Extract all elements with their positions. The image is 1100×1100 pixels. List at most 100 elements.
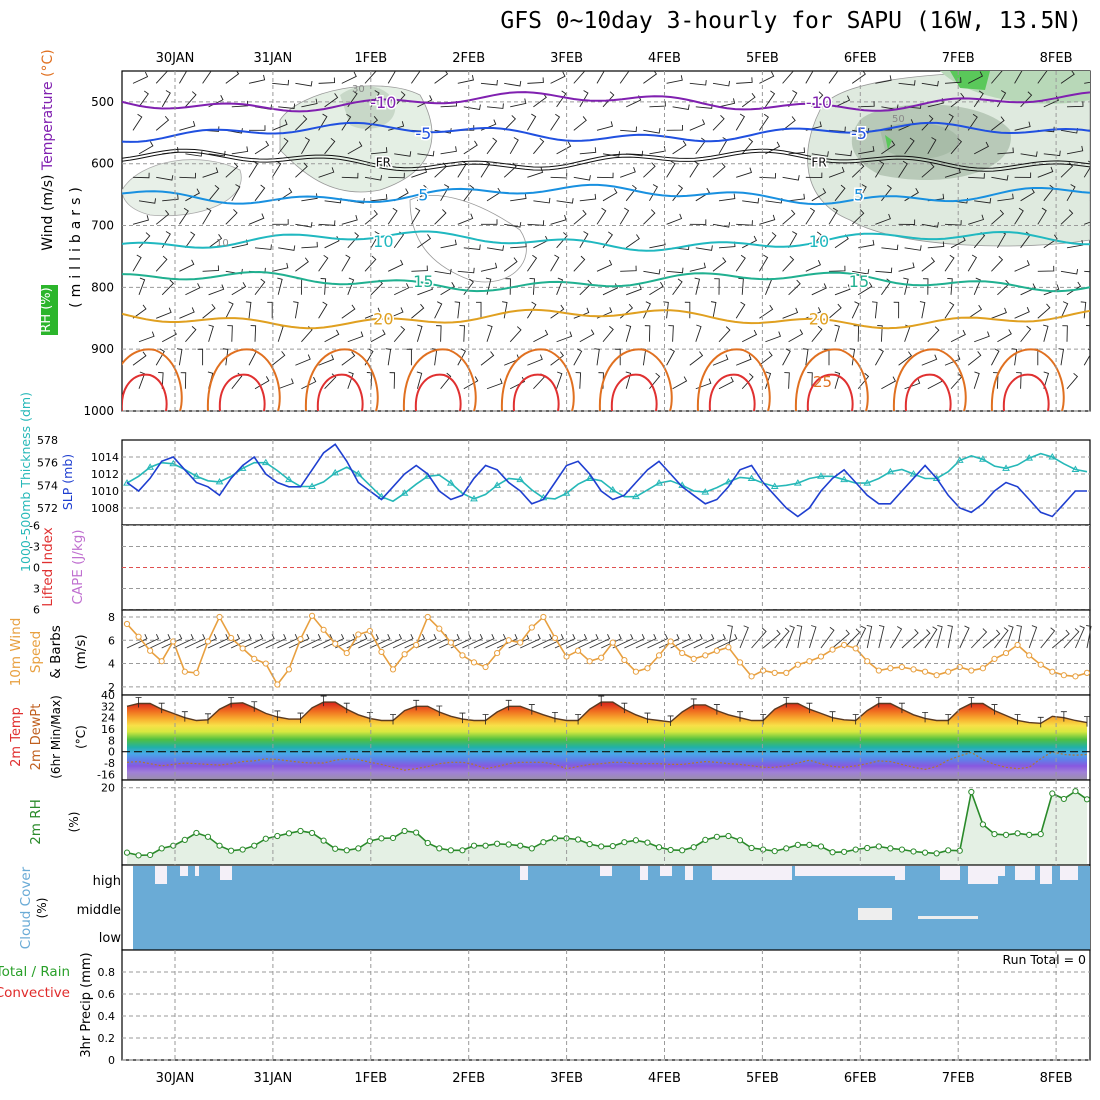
temp-tick: 24 [101, 712, 115, 725]
minmax-bar [1014, 714, 1021, 725]
wind-barb [347, 331, 364, 343]
wind-barb [341, 215, 358, 225]
wind-barb [712, 222, 731, 228]
rh-line-point [123, 849, 131, 856]
surface-wind-barb [439, 633, 460, 649]
wind-barb [1037, 265, 1055, 272]
surface-wind-barb [1005, 625, 1014, 649]
wind-barb [802, 348, 809, 366]
rh-line-point [158, 845, 165, 852]
cloud-clear-notch [940, 866, 960, 880]
cloud-clear-notch [712, 866, 792, 880]
rh-line-point [540, 839, 547, 846]
wind-barb [417, 284, 433, 296]
rh-line-point [505, 841, 512, 848]
wind-barb [1066, 184, 1076, 202]
wind-barb [1084, 221, 1090, 225]
surface-wind-barb [994, 627, 1009, 649]
wind-barb [1020, 325, 1032, 343]
wind-barb [968, 173, 985, 179]
wind-barb [267, 301, 273, 319]
contour-label: 10 [373, 232, 393, 251]
rh-area [127, 791, 1087, 865]
wind-barb [370, 329, 386, 343]
wind-barb [695, 324, 702, 342]
wind-barb [991, 255, 1004, 272]
thickness-line-point [608, 485, 617, 493]
date-label-bottom: 30JAN [156, 1071, 195, 1086]
wind-barb [138, 198, 157, 204]
wind-barb [463, 184, 475, 202]
wind-barb [579, 231, 589, 249]
wind-barb [550, 113, 561, 131]
wind-barb [1014, 307, 1030, 319]
wind-barb [155, 210, 170, 225]
rh-line-point [1072, 788, 1079, 795]
cloud-clear-notch [195, 866, 199, 876]
wind-barb [509, 137, 519, 155]
wind-barb [944, 301, 955, 319]
wind-barb [132, 215, 149, 225]
cloud-clear-notch [685, 866, 693, 880]
date-label-top: 4FEB [648, 51, 681, 66]
rh-line-point [898, 846, 906, 853]
wind-barb [828, 207, 838, 225]
rh-legend-box [41, 285, 58, 335]
wind-barb [1060, 209, 1074, 225]
wind-barb [155, 348, 165, 366]
rh-line-point [725, 832, 732, 840]
thickness-tick: 576 [37, 457, 58, 470]
surface-wind-barb [670, 633, 692, 649]
wind-barb [735, 301, 746, 319]
rh-line-point [389, 834, 397, 842]
wind-barb [1037, 71, 1048, 84]
wind-barb [765, 141, 781, 155]
thickness-line-point [562, 489, 571, 496]
wind-barb [231, 282, 247, 296]
contour-label: 20 [809, 309, 829, 328]
contour-25 [598, 348, 673, 411]
wind-barb [250, 325, 257, 342]
wind-barb [457, 75, 474, 84]
wind-barb [573, 255, 586, 272]
surface-wind-barb [658, 633, 680, 649]
wind-barb [602, 91, 615, 108]
wind-barb [666, 125, 684, 131]
surface-wind-barb [589, 633, 611, 649]
wind-barb [782, 255, 795, 272]
wind-barb [649, 281, 664, 296]
wind-barb [436, 325, 442, 342]
surface-wind-barb [543, 633, 564, 649]
minmax-bar [922, 711, 929, 723]
wind-speed-line-point [540, 613, 547, 621]
wind-barb [834, 284, 851, 296]
rh-line-point [748, 844, 755, 852]
wind-barb [718, 98, 736, 108]
wind-speed-line-point [1002, 649, 1010, 657]
wind-barb [504, 80, 522, 87]
wind-barb [642, 301, 651, 319]
wind-barb [486, 245, 505, 251]
thickness-line-point [470, 494, 478, 502]
wind-barb [712, 354, 729, 366]
wind-barb [1083, 160, 1090, 178]
wind-speed-line-point [297, 636, 304, 643]
wind-barb [132, 254, 142, 272]
surface-wind-barb [647, 633, 669, 649]
precip-tick: 0.8 [98, 966, 116, 979]
upper-air-ylabel: Wind (m/s) Temperature (°C) [40, 49, 56, 251]
wind-barb [759, 71, 775, 84]
wind-barb [851, 209, 865, 225]
rh-line-point [574, 836, 582, 843]
surface-wind-barb [323, 633, 345, 649]
wind-barb [295, 222, 313, 228]
surface-wind-barb [924, 626, 938, 649]
thickness-tick: 574 [37, 479, 58, 492]
wind-barb [712, 257, 727, 272]
surface-wind-barb [681, 633, 703, 649]
upper-air-panel: -10 -10 -5 -5 FR FR 5 5 10 10 15 15 20 20 25 10 30 50 500… [83, 70, 1091, 418]
temp-tick: 16 [101, 723, 115, 736]
wind-barb [161, 279, 175, 296]
slp-line [126, 443, 1087, 518]
